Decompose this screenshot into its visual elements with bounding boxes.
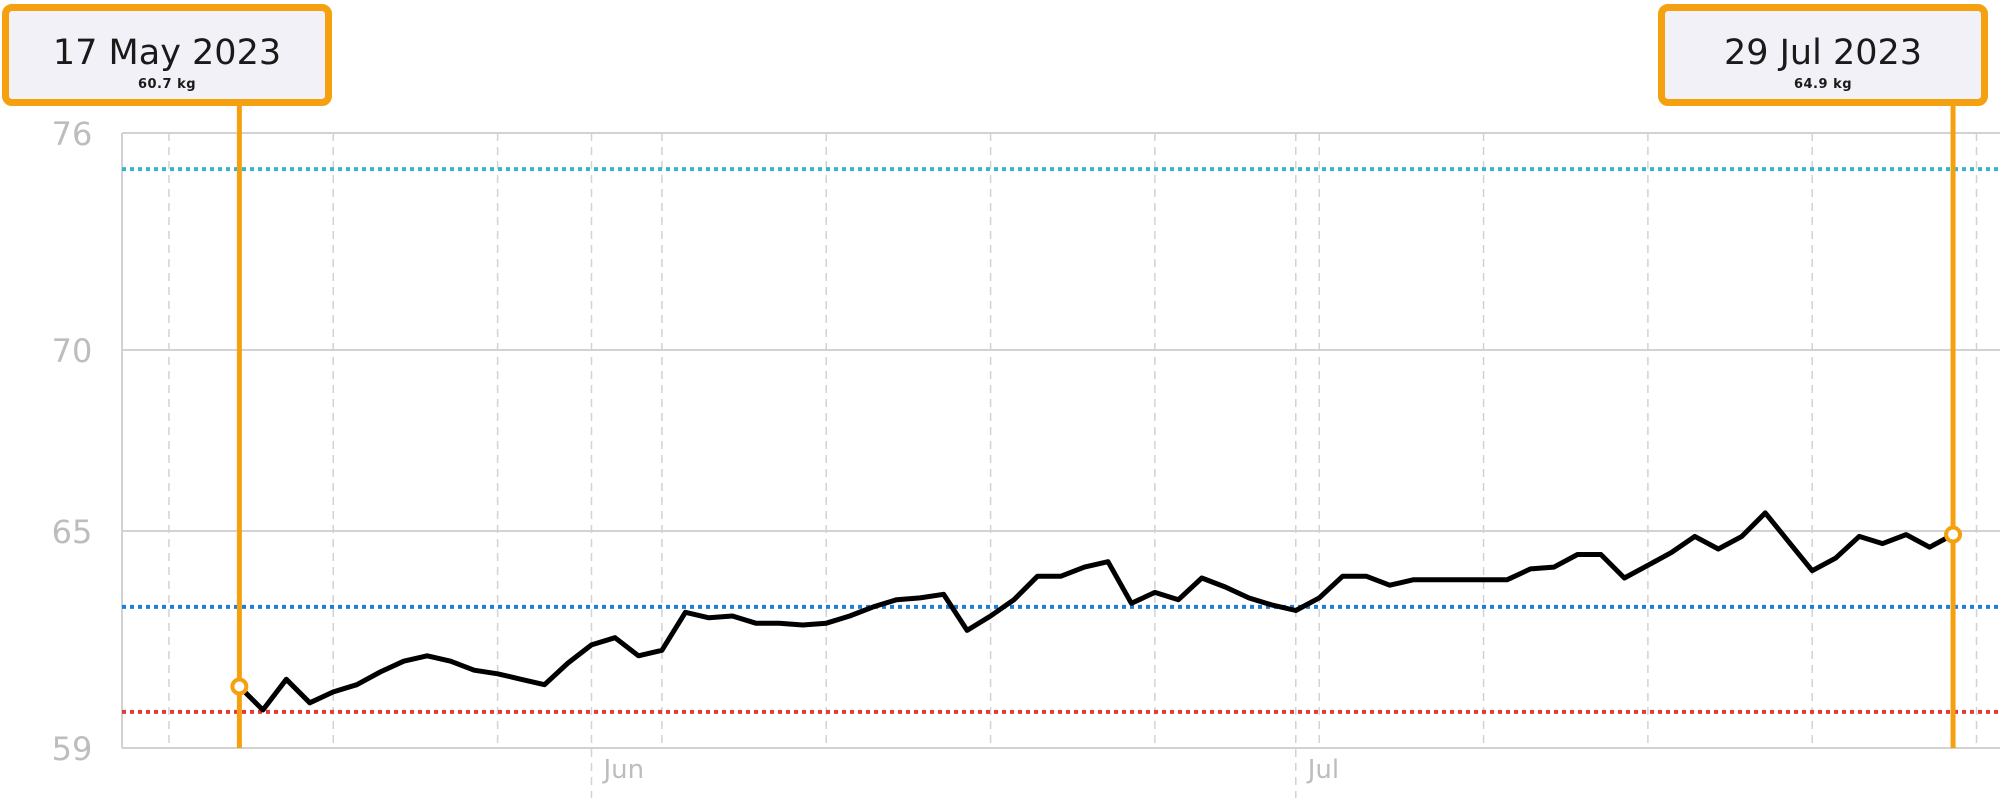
y-tick-label: 76 (52, 115, 93, 153)
end-selection-point[interactable] (1944, 525, 1963, 544)
end-value-label: 64.9 kg (1793, 77, 1853, 92)
selection-markers[interactable] (230, 106, 1963, 748)
y-axis: 59 65 70 76 (52, 115, 123, 768)
start-date-callout[interactable]: 17 May 2023 60.7 kg (2, 4, 332, 106)
grid-lines (122, 132, 2000, 749)
end-date-label: 29 Jul 2023 (1723, 33, 1923, 73)
x-tick-label: Jun (602, 755, 645, 785)
reference-lines (122, 167, 2000, 714)
start-date-label: 17 May 2023 (52, 33, 282, 73)
start-value-label: 60.7 kg (137, 77, 197, 92)
weight-series-line (236, 510, 1956, 713)
y-tick-label: 59 (52, 730, 93, 768)
start-selection-point[interactable] (230, 677, 249, 696)
y-tick-label: 70 (52, 332, 93, 370)
end-date-callout[interactable]: 29 Jul 2023 64.9 kg (1658, 4, 1988, 106)
x-axis: Jun Jul (590, 133, 1339, 798)
x-tick-label: Jul (1306, 755, 1339, 785)
y-tick-label: 65 (52, 513, 93, 551)
